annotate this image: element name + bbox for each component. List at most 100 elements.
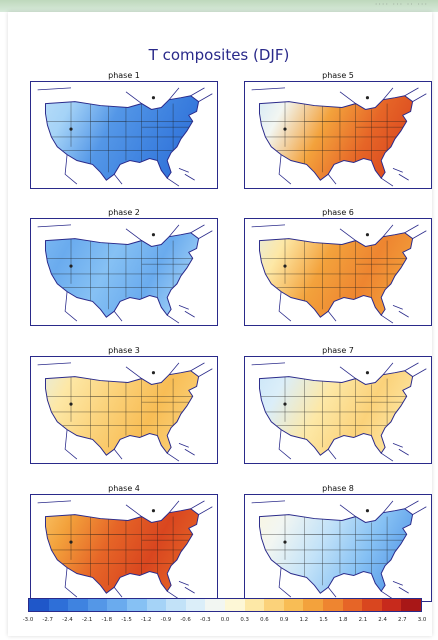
panel-title: phase 3 xyxy=(108,346,140,355)
colorbar-bin xyxy=(401,599,421,611)
great-lakes-marker xyxy=(151,509,156,513)
colorbar-bin xyxy=(362,599,382,611)
panel-title: phase 2 xyxy=(108,208,140,217)
canada-outline xyxy=(37,224,213,241)
map-panel: phase 3 xyxy=(30,346,218,464)
colorbar-bin xyxy=(205,599,225,611)
great-lakes-marker xyxy=(365,96,370,100)
top-strip-text: ···· ··· ·· ··· xyxy=(374,0,428,9)
figure-title: T composites (DJF) xyxy=(148,46,290,64)
mexico-caribbean-outline xyxy=(278,291,409,324)
mexico-caribbean-outline xyxy=(64,291,195,324)
us-map-svg xyxy=(37,224,213,324)
colorbar-bin xyxy=(68,599,88,611)
map-panel: phase 8 xyxy=(244,484,432,602)
top-strip: ···· ··· ·· ··· xyxy=(0,0,438,12)
colorbar-label: 0.9 xyxy=(279,617,289,623)
colorbar-label: -1.5 xyxy=(121,617,132,623)
colorbar-label: -2.1 xyxy=(81,617,93,623)
colorbar-bin xyxy=(322,599,343,611)
colorbar-bin xyxy=(107,599,127,611)
coastline xyxy=(258,370,414,456)
temperature-map xyxy=(30,494,218,602)
state-borders xyxy=(45,101,197,173)
map-panel: phase 5 xyxy=(244,71,432,189)
coastline xyxy=(44,95,200,181)
colorbar-label: -0.9 xyxy=(160,617,172,623)
us-map-svg xyxy=(37,362,213,462)
panel-title: phase 6 xyxy=(322,208,354,217)
great-salt-lake-marker xyxy=(69,264,73,268)
colorbar-bin xyxy=(146,599,167,611)
mexico-caribbean-outline xyxy=(278,154,409,187)
colorbar xyxy=(28,598,422,612)
canada-outline xyxy=(251,362,427,379)
colorbar-bin xyxy=(166,599,186,611)
us-map-svg xyxy=(37,87,213,187)
colorbar-label: 2.1 xyxy=(358,617,368,623)
great-lakes-marker xyxy=(365,509,370,513)
state-borders xyxy=(45,376,197,448)
colorbar-bin xyxy=(244,599,265,611)
panel-title: phase 1 xyxy=(108,71,140,80)
panel-title: phase 7 xyxy=(322,346,354,355)
colorbar-label: -0.3 xyxy=(200,617,211,623)
temperature-map xyxy=(30,356,218,464)
mexico-caribbean-outline xyxy=(278,429,409,462)
colorbar-label: -2.7 xyxy=(42,617,53,623)
mexico-caribbean-outline xyxy=(64,429,195,462)
canada-outline xyxy=(251,87,427,104)
temperature-map xyxy=(30,218,218,326)
great-salt-lake-marker xyxy=(283,402,287,406)
colorbar-label: 1.5 xyxy=(319,617,328,623)
coastline xyxy=(258,232,414,318)
coastline xyxy=(258,95,414,181)
great-lakes-marker xyxy=(365,233,370,237)
temperature-map xyxy=(244,494,432,602)
colorbar-label: -1.2 xyxy=(140,617,152,623)
colorbar-bin xyxy=(48,599,69,611)
great-lakes-marker xyxy=(151,371,156,375)
great-lakes-marker xyxy=(365,371,370,375)
colorbar-label: 0.3 xyxy=(240,617,249,623)
colorbar-bin xyxy=(283,599,304,611)
temperature-map xyxy=(244,81,432,189)
great-lakes-marker xyxy=(151,96,156,100)
map-panel: phase 4 xyxy=(30,484,218,602)
state-borders xyxy=(259,238,411,310)
map-panel: phase 2 xyxy=(30,208,218,326)
us-map-svg xyxy=(37,500,213,600)
mexico-caribbean-outline xyxy=(278,567,409,600)
colorbar-bin xyxy=(303,599,323,611)
colorbar-label: 0.6 xyxy=(260,617,269,623)
great-salt-lake-marker xyxy=(69,127,73,131)
panel-title: phase 4 xyxy=(108,484,140,493)
coastline xyxy=(44,232,200,318)
canada-outline xyxy=(251,500,427,517)
great-salt-lake-marker xyxy=(283,540,287,544)
us-map-svg xyxy=(251,500,427,600)
great-lakes-marker xyxy=(151,233,156,237)
canada-outline xyxy=(37,362,213,379)
mexico-caribbean-outline xyxy=(64,154,195,187)
colorbar-label: -0.6 xyxy=(180,617,191,623)
mexico-caribbean-outline xyxy=(64,567,195,600)
great-salt-lake-marker xyxy=(69,540,73,544)
colorbar-label: -1.8 xyxy=(101,617,113,623)
colorbar-bin xyxy=(381,599,402,611)
state-borders xyxy=(259,101,411,173)
colorbar-labels: -3.0 -2.7 -2.4 -2.1 -1.8 -1.5 -1.2 -0.9 -0.6 -0.3… xyxy=(23,617,427,627)
state-borders xyxy=(45,514,197,586)
colorbar-bin xyxy=(224,599,245,611)
coastline xyxy=(44,508,200,594)
temperature-map xyxy=(30,81,218,189)
colorbar-label: -2.4 xyxy=(62,617,73,623)
state-borders xyxy=(259,514,411,586)
map-panel: phase 6 xyxy=(244,208,432,326)
temperature-map xyxy=(244,218,432,326)
great-salt-lake-marker xyxy=(283,264,287,268)
state-borders xyxy=(45,238,197,310)
colorbar-bin xyxy=(87,599,108,611)
colorbar-label: 1.2 xyxy=(299,617,309,623)
